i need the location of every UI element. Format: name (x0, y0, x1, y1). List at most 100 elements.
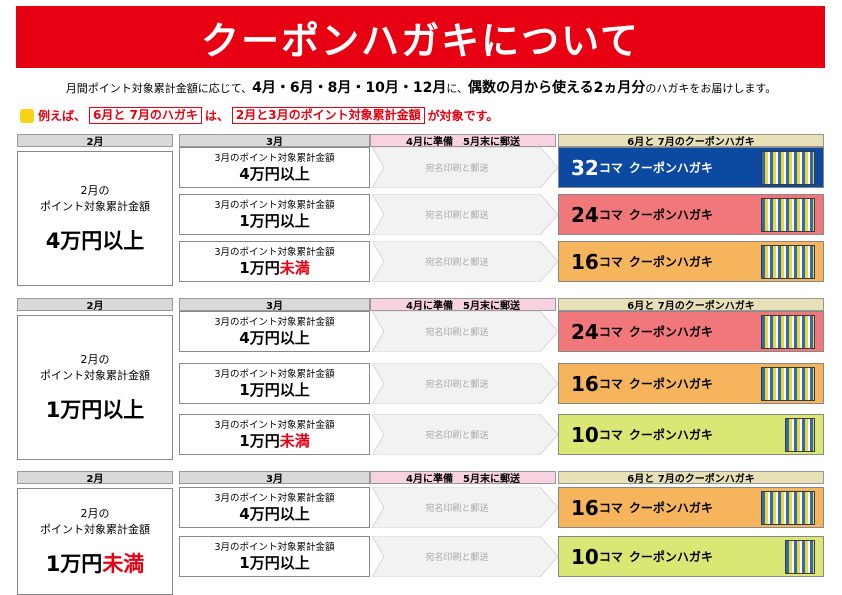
header-process: 4月に準備 5月末に郵送 (370, 134, 556, 148)
mar-amount-text: 1万円以上 (239, 212, 310, 230)
coupon-name: クーポンハガキ (628, 255, 713, 269)
feb-label-1: 2月の (80, 183, 110, 197)
feb-amount-text: 1万円 (45, 551, 103, 576)
process-label: 宛名印刷と郵送 (425, 431, 489, 441)
coupon-count: 16 (571, 371, 599, 396)
arrow-shape-icon (372, 194, 559, 235)
header-result: 6月と 7月のクーポンハガキ (558, 298, 824, 312)
intro-highlight: 偶数の月から使える (468, 80, 594, 96)
coupon-name: クーポンハガキ (628, 325, 713, 339)
coupon-count: 16 (571, 249, 599, 274)
process-label: 宛名印刷と郵送 (425, 164, 489, 174)
mar-label: 3月のポイント対象累計金額 (214, 369, 335, 380)
coupon-thumbnail-image (785, 418, 815, 452)
process-label: 宛名印刷と郵送 (425, 504, 489, 514)
coupon-card: 24 コマ クーポンハガキ (558, 311, 824, 352)
coupon-name: クーポンハガキ (628, 161, 713, 175)
coupon-thumbnail-image (761, 367, 815, 401)
coupon-name: クーポンハガキ (628, 550, 713, 564)
intro-part: のハガキをお届けします。 (645, 82, 777, 95)
tier-row: 3月のポイント対象累計金額 4万円以上 宛名印刷と郵送 24 コマ クーポンハガキ (17, 311, 824, 352)
intro-highlight: 2ヵ月分 (593, 80, 646, 96)
header-feb: 2月 (17, 298, 173, 312)
mar-amount-text: 1万円 (239, 259, 280, 277)
feb-label-1: 2月の (80, 352, 110, 366)
mar-amount-text: 1万円以上 (239, 381, 310, 399)
mar-label: 3月のポイント対象累計金額 (214, 247, 335, 258)
process-arrow: 宛名印刷と郵送 (372, 147, 560, 188)
mar-amount: 4万円以上 (180, 505, 369, 524)
mar-cell: 3月のポイント対象累計金額 1万円以上 (179, 363, 370, 404)
example-text: は、 (204, 109, 229, 123)
coupon-name: クーポンハガキ (628, 428, 713, 442)
coupon-count: 10 (571, 422, 599, 447)
feb-amount-text: 4万円以上 (45, 228, 145, 253)
arrow-shape-icon (372, 241, 559, 282)
mar-amount: 1万円以上 (180, 212, 369, 231)
intro-months: 4月・6月・8月・10月・12月 (252, 80, 447, 96)
arrow-shape-icon (372, 147, 559, 188)
feb-amount: 1万円未満 (46, 548, 145, 578)
tier-row: 3月のポイント対象累計金額 1万円未満 宛名印刷と郵送 10 コマ クーポンハガキ (17, 414, 824, 455)
mar-amount: 1万円以上 (180, 381, 369, 400)
coupon-card: 16 コマ クーポンハガキ (558, 241, 824, 282)
example-line: 例えば、 6月と 7月のハガキ は、 2月と3月のポイント対象累計金額 が対象で… (20, 107, 498, 124)
feb-amount: 1万円以上 (46, 394, 145, 424)
tier-row: 3月のポイント対象累計金額 1万円以上 宛名印刷と郵送 24 コマ クーポンハガキ (17, 194, 824, 235)
header-mar: 3月 (179, 298, 370, 312)
coupon-unit: コマ (598, 255, 623, 269)
feb-label-2: ポイント対象累計金額 (40, 199, 150, 213)
feb-label-2: ポイント対象累計金額 (40, 368, 150, 382)
coupon-thumbnail-image (761, 245, 815, 279)
coupon-name: クーポンハガキ (628, 377, 713, 391)
coupon-count: 16 (571, 495, 599, 520)
mar-amount-text: 4万円以上 (239, 505, 310, 523)
mar-cell: 3月のポイント対象累計金額 4万円以上 (179, 311, 370, 352)
mar-cell: 3月のポイント対象累計金額 1万円未満 (179, 414, 370, 455)
coupon-thumbnail-image (761, 151, 815, 185)
coupon-unit: コマ (598, 377, 623, 391)
arrow-shape-icon (372, 311, 559, 352)
coupon-card: 32 コマ クーポンハガキ (558, 147, 824, 188)
coupon-card: 10 コマ クーポンハガキ (558, 414, 824, 455)
arrow-shape-icon (372, 487, 559, 528)
process-arrow: 宛名印刷と郵送 (372, 311, 560, 352)
feb-label-1: 2月の (80, 506, 110, 520)
example-text: が対象です。 (427, 109, 499, 123)
header-mar: 3月 (179, 471, 370, 485)
intro-text: 月間ポイント対象累計金額に応じて、4月・6月・8月・10月・12月に、偶数の月か… (0, 80, 842, 97)
process-arrow: 宛名印刷と郵送 (372, 487, 560, 528)
mar-cell: 3月のポイント対象累計金額 4万円以上 (179, 487, 370, 528)
mar-amount-text: 4万円以上 (239, 329, 310, 347)
mar-label: 3月のポイント対象累計金額 (214, 420, 335, 431)
mar-cell: 3月のポイント対象累計金額 1万円未満 (179, 241, 370, 282)
feb-amount: 4万円以上 (46, 225, 145, 255)
process-label: 宛名印刷と郵送 (425, 328, 489, 338)
mar-label: 3月のポイント対象累計金額 (214, 493, 335, 504)
mar-cell: 3月のポイント対象累計金額 1万円以上 (179, 194, 370, 235)
process-label: 宛名印刷と郵送 (425, 258, 489, 268)
page-title: クーポンハガキについて (16, 6, 825, 68)
coupon-count: 24 (571, 319, 599, 344)
tier-row: 3月のポイント対象累計金額 1万円以上 宛名印刷と郵送 10 コマ クーポンハガキ (17, 536, 824, 577)
coupon-thumbnail-image (785, 540, 815, 574)
coupon-unit: コマ (598, 325, 623, 339)
feb-amount-suffix: 未満 (102, 551, 145, 576)
tier-row: 3月のポイント対象累計金額 1万円未満 宛名印刷と郵送 16 コマ クーポンハガキ (17, 241, 824, 282)
coupon-thumbnail-image (761, 198, 815, 232)
tier-row: 3月のポイント対象累計金額 4万円以上 宛名印刷と郵送 32 コマ クーポンハガキ (17, 147, 824, 188)
coupon-unit: コマ (598, 550, 623, 564)
mar-label: 3月のポイント対象累計金額 (214, 317, 335, 328)
feb-amount-text: 1万円以上 (45, 397, 145, 422)
arrow-shape-icon (372, 414, 559, 455)
coupon-card: 10 コマ クーポンハガキ (558, 536, 824, 577)
coupon-name: クーポンハガキ (628, 501, 713, 515)
intro-part: 月間ポイント対象累計金額に応じて、 (65, 82, 253, 95)
header-result: 6月と 7月のクーポンハガキ (558, 471, 824, 485)
mar-cell: 3月のポイント対象累計金額 4万円以上 (179, 147, 370, 188)
header-process: 4月に準備 5月末に郵送 (370, 471, 556, 485)
tier-row: 3月のポイント対象累計金額 1万円以上 宛名印刷と郵送 16 コマ クーポンハガキ (17, 363, 824, 404)
process-arrow: 宛名印刷と郵送 (372, 241, 560, 282)
coupon-card: 24 コマ クーポンハガキ (558, 194, 824, 235)
coupon-count: 32 (571, 155, 599, 180)
